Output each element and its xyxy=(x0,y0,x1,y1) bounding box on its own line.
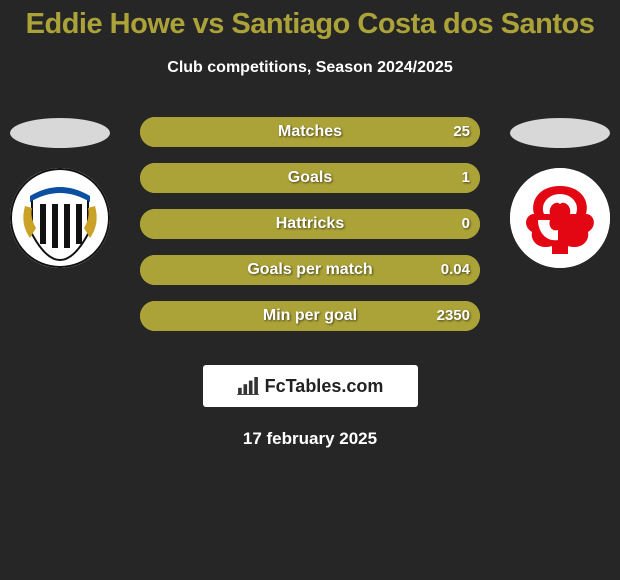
date: 17 february 2025 xyxy=(0,429,620,449)
stat-value-right: 0 xyxy=(462,209,470,239)
stat-label: Hattricks xyxy=(140,209,480,239)
stat-label: Goals xyxy=(140,163,480,193)
stat-row: Min per goal2350 xyxy=(140,301,480,331)
stat-label: Goals per match xyxy=(140,255,480,285)
stat-value-right: 2350 xyxy=(437,301,470,331)
stat-rows: Matches25 Goals1 Hattricks0 Goals per match… xyxy=(140,117,480,347)
subtitle: Club competitions, Season 2024/2025 xyxy=(0,59,620,77)
club-logo-right xyxy=(510,168,610,268)
stat-row: Goals1 xyxy=(140,163,480,193)
newcastle-icon xyxy=(10,168,110,268)
comparison-card: Eddie Howe vs Santiago Costa dos Santos … xyxy=(0,0,620,449)
club-logo-left xyxy=(10,168,110,268)
stat-value-right: 0.04 xyxy=(441,255,470,285)
forest-icon xyxy=(510,168,610,268)
watermark-label: FcTables.com xyxy=(265,376,384,397)
page-title: Eddie Howe vs Santiago Costa dos Santos xyxy=(0,0,620,41)
chart-bars-icon xyxy=(237,377,259,395)
watermark[interactable]: FcTables.com xyxy=(203,365,418,407)
stat-value-right: 1 xyxy=(462,163,470,193)
stat-label: Matches xyxy=(140,117,480,147)
stat-label: Min per goal xyxy=(140,301,480,331)
stat-value-right: 25 xyxy=(453,117,470,147)
stat-row: Matches25 xyxy=(140,117,480,147)
stat-row: Goals per match0.04 xyxy=(140,255,480,285)
stats-area: Matches25 Goals1 Hattricks0 Goals per match… xyxy=(0,117,620,357)
player-badge-left xyxy=(10,118,110,148)
player-badge-right xyxy=(510,118,610,148)
stat-row: Hattricks0 xyxy=(140,209,480,239)
